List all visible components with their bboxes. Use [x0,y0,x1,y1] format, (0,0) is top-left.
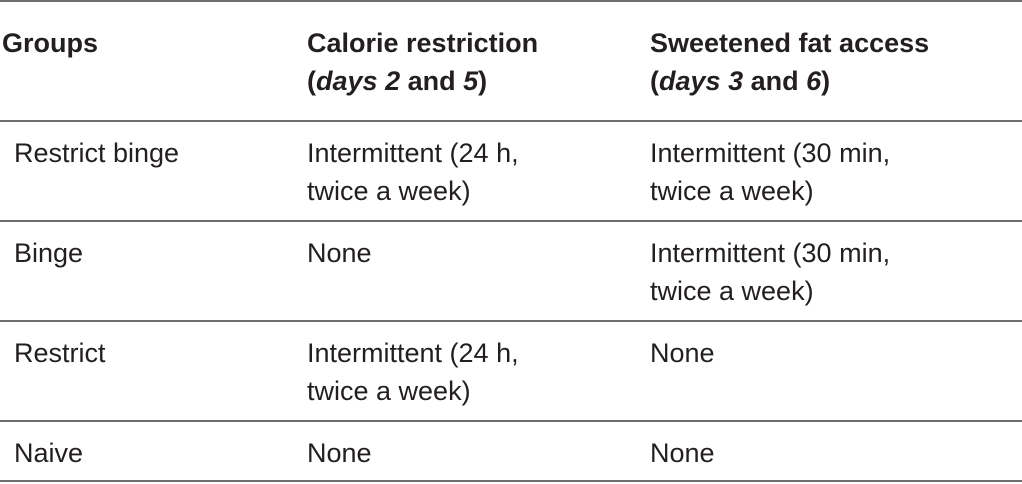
table-row: Restrict Intermittent (24 h, twice a wee… [0,321,1022,421]
cell-group: Naive [0,421,306,481]
group-name: Restrict [14,338,106,368]
group-name: Naive [14,438,84,468]
header-calorie-day-a: 2 [385,66,401,96]
cell-sweetened-fat-access: Intermittent (30 min, twice a week) [650,121,1022,221]
header-groups: Groups [0,1,306,121]
header-row: Groups Calorie restriction (days 2 and 5… [0,1,1022,121]
header-sweetened-fat-access: Sweetened fat access (days 3 and 6) [650,1,1022,121]
calorie-text-line: twice a week) [307,376,471,406]
header-calorie-open-paren: ( [307,66,316,96]
table-header: Groups Calorie restriction (days 2 and 5… [0,1,1022,121]
calorie-text-line: Intermittent (24 h, [307,138,519,168]
header-fat-days-word: days [659,66,721,96]
header-calorie-line2: (days 2 and 5) [307,62,650,100]
cell-calorie-restriction: Intermittent (24 h, twice a week) [306,121,650,221]
table-row: Restrict binge Intermittent (24 h, twice… [0,121,1022,221]
cell-sweetened-fat-access: None [650,421,1022,481]
cell-calorie-restriction: None [306,221,650,321]
calorie-text-line: None [307,238,372,268]
fat-text-line: None [650,338,715,368]
header-calorie-day-b: 5 [463,66,479,96]
header-calorie-and-word: and [407,66,456,96]
header-fat-open-paren: ( [650,66,659,96]
fat-text-line: twice a week) [650,276,814,306]
header-calorie-restriction: Calorie restriction (days 2 and 5) [306,1,650,121]
header-calorie-line1: Calorie restriction [307,28,539,58]
cell-calorie-restriction: Intermittent (24 h, twice a week) [306,321,650,421]
cell-group: Restrict binge [0,121,306,221]
fat-text-line: None [650,438,715,468]
header-calorie-close-paren: ) [478,66,488,96]
header-fat-line1: Sweetened fat access [650,28,930,58]
cell-sweetened-fat-access: Intermittent (30 min, twice a week) [650,221,1022,321]
table-body: Restrict binge Intermittent (24 h, twice… [0,121,1022,481]
header-fat-and-word: and [750,66,799,96]
calorie-text-line: None [307,438,372,468]
fat-text-line: Intermittent (30 min, [650,138,891,168]
calorie-text-line: twice a week) [307,176,471,206]
cell-calorie-restriction: None [306,421,650,481]
fat-text-line: twice a week) [650,176,814,206]
header-groups-label: Groups [2,28,99,58]
header-fat-close-paren: ) [821,66,831,96]
cell-group: Binge [0,221,306,321]
fat-text-line: Intermittent (30 min, [650,238,891,268]
header-fat-day-a: 3 [728,66,744,96]
header-fat-line2: (days 3 and 6) [650,62,1022,100]
group-name: Binge [14,238,84,268]
cell-group: Restrict [0,321,306,421]
table-row: Naive None None [0,421,1022,481]
header-calorie-days-word: days [316,66,378,96]
table-row: Binge None Intermittent (30 min, twice a… [0,221,1022,321]
calorie-text-line: Intermittent (24 h, [307,338,519,368]
cell-sweetened-fat-access: None [650,321,1022,421]
group-name: Restrict binge [14,138,180,168]
header-fat-day-b: 6 [806,66,822,96]
